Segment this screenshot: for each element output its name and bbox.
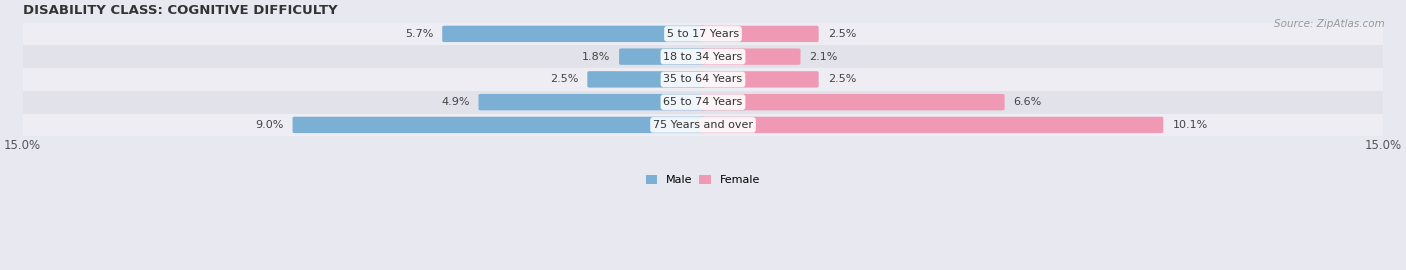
- Bar: [22, 45, 1384, 68]
- Bar: [22, 91, 1384, 113]
- Text: Source: ZipAtlas.com: Source: ZipAtlas.com: [1274, 19, 1385, 29]
- Text: 35 to 64 Years: 35 to 64 Years: [664, 75, 742, 85]
- FancyBboxPatch shape: [700, 117, 1163, 133]
- Text: 2.1%: 2.1%: [810, 52, 838, 62]
- FancyBboxPatch shape: [619, 48, 706, 65]
- Text: 9.0%: 9.0%: [254, 120, 284, 130]
- Text: 4.9%: 4.9%: [441, 97, 470, 107]
- Text: 75 Years and over: 75 Years and over: [652, 120, 754, 130]
- Bar: [22, 113, 1384, 136]
- Text: 18 to 34 Years: 18 to 34 Years: [664, 52, 742, 62]
- Text: 6.6%: 6.6%: [1014, 97, 1042, 107]
- FancyBboxPatch shape: [700, 71, 818, 87]
- Text: 5 to 17 Years: 5 to 17 Years: [666, 29, 740, 39]
- FancyBboxPatch shape: [292, 117, 706, 133]
- Text: DISABILITY CLASS: COGNITIVE DIFFICULTY: DISABILITY CLASS: COGNITIVE DIFFICULTY: [22, 4, 337, 17]
- Text: 2.5%: 2.5%: [550, 75, 578, 85]
- FancyBboxPatch shape: [588, 71, 706, 87]
- FancyBboxPatch shape: [700, 48, 800, 65]
- Bar: [22, 68, 1384, 91]
- FancyBboxPatch shape: [478, 94, 706, 110]
- Text: 10.1%: 10.1%: [1173, 120, 1208, 130]
- Text: 5.7%: 5.7%: [405, 29, 433, 39]
- Text: 2.5%: 2.5%: [828, 29, 856, 39]
- Bar: [22, 22, 1384, 45]
- Text: 2.5%: 2.5%: [828, 75, 856, 85]
- Legend: Male, Female: Male, Female: [641, 171, 765, 190]
- Text: 65 to 74 Years: 65 to 74 Years: [664, 97, 742, 107]
- FancyBboxPatch shape: [443, 26, 706, 42]
- FancyBboxPatch shape: [700, 26, 818, 42]
- Text: 1.8%: 1.8%: [582, 52, 610, 62]
- FancyBboxPatch shape: [700, 94, 1004, 110]
